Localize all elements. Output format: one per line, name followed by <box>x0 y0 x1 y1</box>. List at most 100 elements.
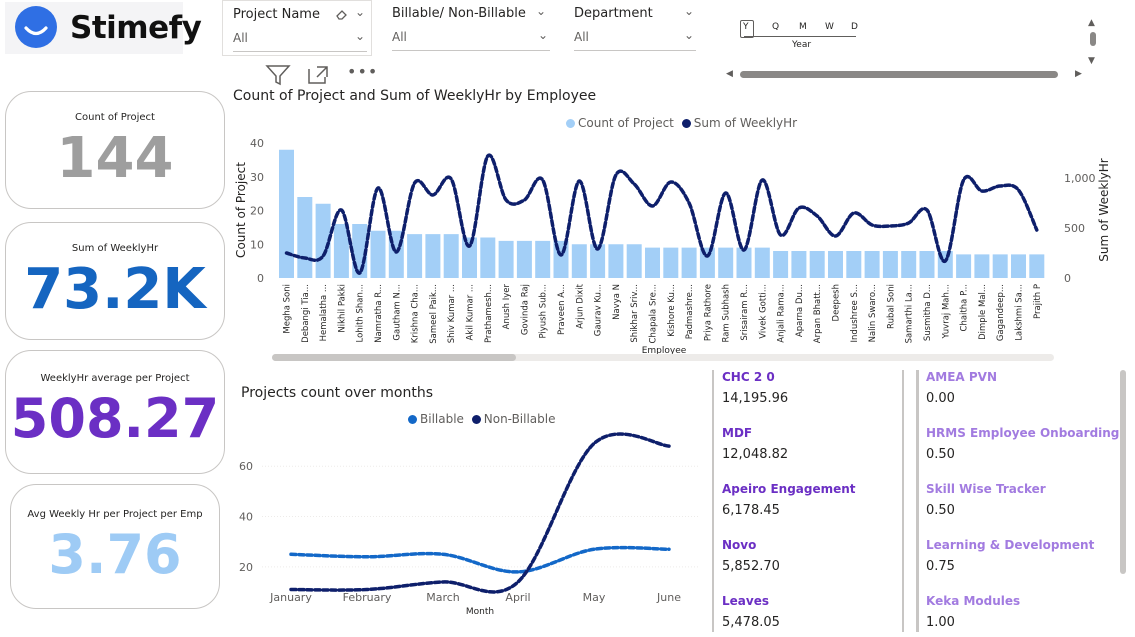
bar-count-of-project[interactable] <box>279 149 294 278</box>
slicer-value: All <box>233 31 248 45</box>
bar-count-of-project[interactable] <box>425 234 441 278</box>
x-axis-tick: Navya N <box>612 284 622 320</box>
bar-count-of-project[interactable] <box>462 237 477 279</box>
line-billable[interactable] <box>289 545 671 574</box>
bar-count-of-project[interactable] <box>773 251 789 278</box>
level-selected-box[interactable] <box>740 20 754 38</box>
slicer-value: All <box>392 30 407 44</box>
bar-count-of-project[interactable] <box>754 247 770 278</box>
bar-count-of-project[interactable] <box>443 234 459 278</box>
slicer-dropdown[interactable]: All ⌄ <box>392 28 550 51</box>
bar-count-of-project[interactable] <box>626 244 642 278</box>
level-month[interactable]: M <box>799 22 807 32</box>
slicer-dropdown[interactable]: All ⌄ <box>574 28 696 51</box>
bar-count-of-project[interactable] <box>901 251 917 278</box>
kpi-value: 6,178.45 <box>722 503 780 518</box>
level-label: Year <box>792 40 812 50</box>
bar-count-of-project[interactable] <box>846 251 862 278</box>
bar-count-of-project[interactable] <box>663 247 679 278</box>
right-axis-tick: 0 <box>1064 272 1071 285</box>
date-hierarchy-slicer[interactable]: Y Q M W D Year <box>738 16 868 56</box>
bar-count-of-project[interactable] <box>535 240 551 278</box>
level-week[interactable]: W <box>825 22 834 32</box>
bar-count-of-project[interactable] <box>882 251 898 278</box>
slicer-billable[interactable]: Billable/ Non-Billable ⌄ All ⌄ <box>384 0 554 54</box>
kpi-name: AMEA PVN <box>926 370 998 384</box>
x-axis-tick: Lohith Shan... <box>356 284 366 342</box>
x-axis-tick: Yuvraj Mah... <box>941 284 951 339</box>
bar-count-of-project[interactable] <box>571 244 587 278</box>
bar-count-of-project[interactable] <box>681 247 697 278</box>
slicer-title: Project Name <box>233 7 320 22</box>
bar-count-of-project[interactable] <box>718 247 734 278</box>
bar-count-of-project[interactable] <box>791 251 807 278</box>
x-axis-tick: Praveen A... <box>557 284 567 335</box>
x-axis-tick: Vivek Gotti... <box>758 284 768 339</box>
level-day[interactable]: D <box>851 22 858 32</box>
slicer-project-name[interactable]: Project Name ⌄ All ⌄ <box>222 0 372 56</box>
bar-count-of-project[interactable] <box>407 234 423 278</box>
bar-count-of-project[interactable] <box>828 251 843 278</box>
bar-count-of-project[interactable] <box>1011 254 1026 278</box>
scroll-right-icon[interactable]: ▶ <box>1075 69 1082 79</box>
bar-count-of-project[interactable] <box>333 224 349 278</box>
bar-count-of-project[interactable] <box>736 247 752 278</box>
x-axis-title: Employee <box>642 346 687 356</box>
x-axis-tick: April <box>505 591 530 604</box>
x-axis-tick: Prajith P <box>1033 284 1043 319</box>
left-axis-tick: 40 <box>250 137 264 150</box>
vertical-scrollbar-thumb[interactable] <box>1090 32 1096 46</box>
combo-scrollbar-thumb[interactable] <box>272 354 516 361</box>
combo-legend: Count of Project Sum of WeeklyHr <box>566 116 797 130</box>
bar-count-of-project[interactable] <box>590 244 606 278</box>
x-axis-tick: Shiv Kumar ... <box>447 284 457 343</box>
bar-count-of-project[interactable] <box>608 244 624 278</box>
card-value: 3.76 <box>48 523 182 586</box>
slicer-department[interactable]: Department ⌄ All ⌄ <box>566 0 700 54</box>
legend-label-weeklyhr: Sum of WeeklyHr <box>693 116 798 130</box>
x-axis-tick: Gautham N... <box>392 284 402 341</box>
collapse-chevron-icon[interactable]: ⌄ <box>355 5 366 19</box>
line-legend: Billable Non-Billable <box>408 412 556 426</box>
focus-mode-icon[interactable] <box>307 65 329 85</box>
level-axis <box>744 36 856 37</box>
x-axis-tick: Krishna Cha... <box>411 284 421 343</box>
bar-count-of-project[interactable] <box>645 247 660 278</box>
line-non-billable[interactable] <box>289 432 671 594</box>
filter-icon[interactable] <box>265 64 291 86</box>
bar-count-of-project[interactable] <box>956 254 972 278</box>
card-avg-weekly-hr-per-emp: Avg Weekly Hr per Project per Emp 3.76 <box>10 484 220 609</box>
bar-count-of-project[interactable] <box>809 251 825 278</box>
horizontal-scrollbar-thumb[interactable] <box>740 71 1058 78</box>
more-options-icon[interactable]: ••• <box>347 62 379 81</box>
bar-count-of-project[interactable] <box>480 237 496 279</box>
bar-count-of-project[interactable] <box>1029 254 1045 278</box>
kpi-scrollbar-thumb[interactable] <box>1120 370 1126 574</box>
x-axis-tick: Srisairam R... <box>740 284 750 341</box>
bar-count-of-project[interactable] <box>919 251 935 278</box>
level-quarter[interactable]: Q <box>772 22 780 32</box>
collapse-chevron-icon[interactable]: ⌄ <box>684 4 695 18</box>
collapse-chevron-icon[interactable]: ⌄ <box>536 4 547 18</box>
bar-count-of-project[interactable] <box>516 240 532 278</box>
x-axis-tick: Namratha R... <box>374 284 384 343</box>
combo-scrollbar-track[interactable] <box>272 354 1054 361</box>
card-sum-weeklyhr: Sum of WeeklyHr 73.2K <box>5 222 225 340</box>
kpi-mid-divider <box>902 370 904 632</box>
y-axis-tick: 20 <box>239 561 253 574</box>
bar-count-of-project[interactable] <box>864 251 880 278</box>
level-year[interactable]: Y <box>743 22 749 32</box>
scroll-up-icon[interactable]: ▲ <box>1088 18 1095 28</box>
scroll-down-icon[interactable]: ▼ <box>1088 56 1095 66</box>
line-sum-weeklyhr[interactable] <box>284 153 1039 275</box>
x-axis-tick: Chaitha P... <box>960 284 970 331</box>
bar-count-of-project[interactable] <box>370 230 386 278</box>
bar-count-of-project[interactable] <box>974 254 990 278</box>
kpi-name: Leaves <box>722 594 769 608</box>
eraser-icon[interactable] <box>335 7 349 21</box>
bar-count-of-project[interactable] <box>498 240 514 278</box>
bar-count-of-project[interactable] <box>992 254 1008 278</box>
scroll-left-icon[interactable]: ◀ <box>726 69 733 79</box>
slicer-dropdown[interactable]: All ⌄ <box>233 29 367 52</box>
x-axis-tick: Shikhar Sriv... <box>630 284 640 343</box>
